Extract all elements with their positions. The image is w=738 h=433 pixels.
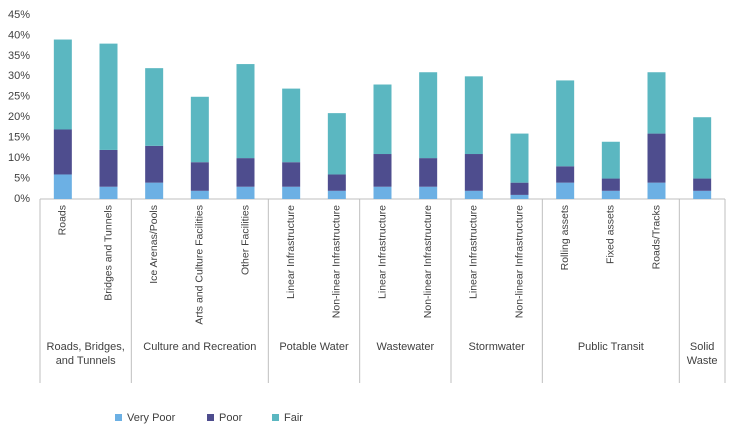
- bar-segment: [145, 182, 164, 199]
- bar-segment: [236, 158, 255, 187]
- y-tick-label: 30%: [8, 70, 30, 82]
- x-tick-label: Non-linear Infrastructure: [331, 205, 343, 318]
- y-tick-label: 35%: [8, 50, 30, 62]
- x-tick-label: Other Facilities: [239, 205, 251, 275]
- bar-segment: [53, 39, 72, 130]
- bar-segment: [510, 194, 529, 199]
- group-label: Wastewater: [376, 341, 435, 353]
- bar-segment: [145, 145, 164, 183]
- bar-segment: [419, 186, 438, 199]
- bar-segment: [282, 162, 301, 187]
- bar-segment: [556, 166, 575, 183]
- y-tick-label: 40%: [8, 29, 30, 41]
- group-label: Public Transit: [577, 341, 644, 353]
- x-tick-label: Rolling assets: [559, 205, 571, 270]
- y-tick-label: 0%: [14, 193, 30, 205]
- bar-segment: [693, 117, 712, 179]
- x-tick-label: Fixed assets: [605, 205, 617, 264]
- group-label: Roads, Bridges, and Tunnels: [46, 341, 125, 367]
- bar-segment: [464, 190, 483, 199]
- y-tick-label: 5%: [14, 172, 30, 184]
- bar-segment: [556, 182, 575, 199]
- legend-swatch: [115, 414, 122, 421]
- bar-segment: [236, 64, 255, 159]
- bar-segment: [373, 186, 392, 199]
- bar-segment: [145, 68, 164, 146]
- x-tick-label: Linear Infrastructure: [285, 205, 297, 299]
- bar-segment: [556, 80, 575, 167]
- group-label: Potable Water: [279, 341, 349, 353]
- bar-segment: [693, 178, 712, 191]
- y-tick-label: 15%: [8, 132, 30, 144]
- y-tick-label: 20%: [8, 111, 30, 123]
- bar-segment: [99, 43, 118, 150]
- bar-segment: [510, 182, 529, 195]
- bar-segment: [99, 186, 118, 199]
- bar-segment: [647, 133, 666, 183]
- bar-segment: [236, 186, 255, 199]
- bar-segment: [282, 88, 301, 163]
- legend-label: Poor: [219, 412, 243, 424]
- bar-segment: [99, 149, 118, 187]
- x-tick-label: Arts and Culture Facilities: [194, 205, 206, 325]
- bar-segment: [53, 174, 72, 199]
- bar-segment: [601, 141, 620, 179]
- bar-segment: [282, 186, 301, 199]
- bar-segment: [510, 133, 529, 183]
- bar-segment: [419, 158, 438, 187]
- bar-segment: [464, 76, 483, 155]
- y-tick-label: 25%: [8, 91, 30, 103]
- x-tick-label: Linear Infrastructure: [468, 205, 480, 299]
- bar-segment: [190, 162, 209, 191]
- y-tick-label: 45%: [8, 9, 30, 21]
- y-tick-label: 10%: [8, 152, 30, 164]
- x-tick-label: Non-linear Infrastructure: [513, 205, 525, 318]
- legend-swatch: [207, 414, 214, 421]
- bar-segment: [373, 84, 392, 155]
- bar-segment: [327, 113, 346, 175]
- bar-segment: [419, 72, 438, 159]
- legend-label: Very Poor: [127, 412, 176, 424]
- bar-segment: [190, 96, 209, 163]
- x-tick-label: Ice Arenas/Pools: [148, 205, 160, 284]
- legend-label: Fair: [284, 412, 303, 424]
- bar-segment: [327, 174, 346, 191]
- x-tick-label: Linear Infrastructure: [376, 205, 388, 299]
- x-tick-label: Bridges and Tunnels: [102, 205, 114, 301]
- bar-segment: [601, 190, 620, 199]
- group-label: Culture and Recreation: [143, 341, 257, 353]
- bar-segment: [647, 182, 666, 199]
- bar-segment: [327, 190, 346, 199]
- bar-segment: [647, 72, 666, 134]
- group-label: Stormwater: [468, 341, 525, 353]
- group-label: Solid Waste: [686, 341, 718, 367]
- bar-segment: [693, 190, 712, 199]
- bar-segment: [190, 190, 209, 199]
- x-tick-label: Non-linear Infrastructure: [422, 205, 434, 318]
- bar-segment: [373, 154, 392, 187]
- legend-swatch: [272, 414, 279, 421]
- bar-segment: [464, 154, 483, 191]
- bar-segment: [601, 178, 620, 191]
- bar-segment: [53, 129, 72, 175]
- x-tick-label: Roads: [57, 205, 69, 235]
- x-tick-label: Roads/Tracks: [650, 205, 662, 269]
